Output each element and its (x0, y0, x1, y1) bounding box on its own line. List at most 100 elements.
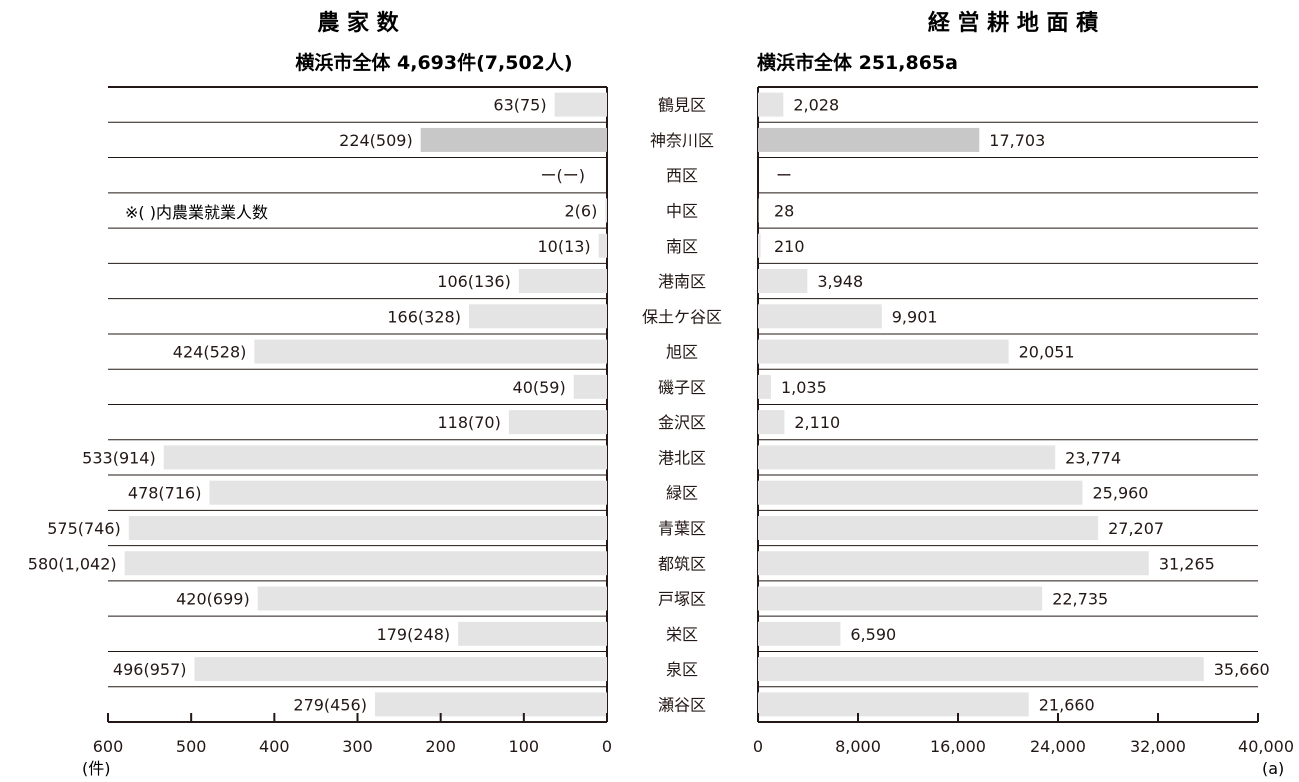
right-tick-label: 32,000 (1130, 737, 1186, 756)
left-tick-label: 400 (259, 737, 290, 756)
category-label: 泉区 (666, 660, 698, 679)
right-bar (758, 551, 1149, 576)
left-bars (124, 92, 608, 717)
left-tick-label: 500 (176, 737, 207, 756)
category-label: 緑区 (666, 484, 698, 503)
right-value-label: 28 (774, 201, 794, 220)
right-value-label: 21,660 (1039, 695, 1095, 714)
right-bar (758, 480, 1083, 505)
right-bar (758, 410, 785, 435)
right-value-label: 2,110 (794, 413, 840, 432)
right-value-label: 3,948 (817, 272, 863, 291)
category-label: 磯子区 (658, 378, 706, 397)
left-bar (508, 410, 607, 435)
left-value-label: 580(1,042) (28, 554, 117, 573)
right-value-label: 31,265 (1159, 554, 1215, 573)
right-bar (758, 304, 882, 329)
right-chart: 2,028 17,703 ー 28 210 3,948 9,901 20,051 1,035 2,… (753, 86, 1294, 778)
left-bar (554, 92, 607, 117)
category-label: 旭区 (666, 343, 698, 362)
right-value-label: ー (776, 166, 792, 185)
left-value-label: 533(914) (82, 448, 156, 467)
right-bar (758, 515, 1099, 540)
left-bar (605, 198, 607, 223)
category-label: 瀬谷区 (658, 695, 706, 714)
category-labels: 鶴見区神奈川区西区中区南区港南区保土ケ谷区旭区磯子区金沢区港北区緑区青葉区都筑区… (642, 96, 722, 715)
left-bar (573, 374, 607, 399)
left-row-dividers (108, 121, 607, 688)
right-bar (758, 445, 1056, 470)
right-bar (758, 657, 1204, 682)
left-bar (163, 445, 607, 470)
left-bar (128, 515, 607, 540)
left-bar (209, 480, 608, 505)
category-label: 金沢区 (658, 413, 706, 432)
left-bar (257, 586, 607, 611)
right-value-label: 1,035 (781, 378, 827, 397)
right-bar (758, 269, 808, 294)
right-value-label: 35,660 (1214, 660, 1270, 679)
left-x-ticks: 600 500 400 300 200 100 0 (93, 713, 612, 756)
left-value-label: 575(746) (47, 519, 121, 538)
right-chart-title: 経 営 耕 地 面 積 (928, 10, 1099, 36)
left-bar (518, 269, 607, 294)
left-value-label: 2(6) (564, 201, 597, 220)
right-bar (758, 233, 761, 258)
category-label: 港南区 (658, 272, 706, 291)
category-label: 港北区 (658, 448, 706, 467)
left-value-label: 106(136) (437, 272, 511, 291)
category-label: 西区 (666, 166, 698, 185)
left-unit-label: (件) (82, 759, 111, 778)
left-value-label: ー(ー) (541, 166, 586, 185)
right-tick-label: 0 (753, 737, 763, 756)
left-chart-title: 農 家 数 (317, 10, 399, 36)
left-tick-label: 0 (602, 737, 612, 756)
right-value-label: 25,960 (1093, 484, 1149, 503)
right-tick-label: 40,000 (1238, 737, 1294, 756)
category-label: 保土ケ谷区 (642, 307, 722, 326)
right-value-label: 9,901 (892, 307, 938, 326)
right-value-label: 27,207 (1108, 519, 1164, 538)
left-tick-label: 200 (425, 737, 456, 756)
left-value-label: 496(957) (113, 660, 187, 679)
left-bar (468, 304, 607, 329)
left-value-labels: 63(75) 224(509) ー(ー) 2(6) 10(13) 106(136) 166(… (28, 96, 598, 715)
left-tick-label: 100 (509, 737, 540, 756)
category-label: 都筑区 (658, 554, 706, 573)
right-bars (758, 92, 1204, 717)
category-label: 神奈川区 (650, 131, 714, 150)
left-bar (254, 339, 607, 364)
right-row-dividers (758, 121, 1258, 688)
right-value-label: 20,051 (1019, 343, 1075, 362)
right-tick-label: 16,000 (930, 737, 986, 756)
right-value-labels: 2,028 17,703 ー 28 210 3,948 9,901 20,051 1,035 2,… (774, 96, 1270, 715)
right-tick-label: 24,000 (1030, 737, 1086, 756)
right-chart-subtitle: 横浜市全体 251,865a (757, 51, 958, 74)
category-label: 中区 (666, 201, 698, 220)
right-value-label: 22,735 (1052, 590, 1108, 609)
left-value-label: 166(328) (387, 307, 461, 326)
right-bar (758, 127, 980, 152)
left-value-label: 118(70) (437, 413, 500, 432)
right-value-label: 210 (774, 237, 805, 256)
category-label: 鶴見区 (658, 96, 706, 115)
left-bar (194, 657, 607, 682)
category-label: 南区 (666, 237, 698, 256)
right-bar (758, 198, 759, 223)
left-tick-label: 600 (93, 737, 124, 756)
right-bar (758, 92, 784, 117)
left-chart-subtitle: 横浜市全体 4,693件(7,502人) (295, 51, 572, 74)
right-value-label: 2,028 (793, 96, 839, 115)
left-chart: 63(75) 224(509) ー(ー) 2(6) 10(13) 106(136) 166(… (28, 86, 612, 778)
right-bar (758, 621, 841, 646)
right-bar (758, 586, 1043, 611)
left-bar (598, 233, 607, 258)
left-chart-note: ※( )内農業就業人数 (125, 203, 268, 222)
right-value-label: 17,703 (989, 131, 1045, 150)
right-unit-label: (a) (1262, 759, 1284, 778)
left-value-label: 40(59) (513, 378, 566, 397)
right-x-ticks: 0 8,000 16,000 24,000 32,000 40,000 (753, 713, 1294, 756)
category-label: 青葉区 (658, 519, 706, 538)
left-value-label: 10(13) (537, 237, 590, 256)
